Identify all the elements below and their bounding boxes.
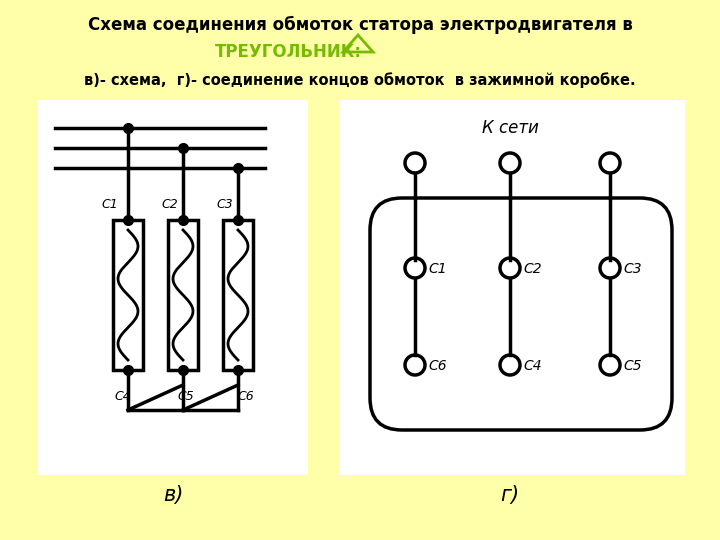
Text: C3: C3: [623, 262, 642, 276]
Text: C4: C4: [523, 359, 541, 373]
Text: C5: C5: [178, 390, 194, 403]
Text: C1: C1: [428, 262, 446, 276]
FancyBboxPatch shape: [370, 198, 672, 430]
Text: C2: C2: [523, 262, 541, 276]
Bar: [168, 220, 198, 370]
Text: ТРЕУГОЛЬНИК:: ТРЕУГОЛЬНИК:: [215, 43, 361, 61]
Text: C4: C4: [114, 390, 131, 403]
Bar: [223, 220, 253, 370]
Text: г): г): [500, 485, 520, 505]
Text: Схема соединения обмоток статора электродвигателя в: Схема соединения обмоток статора электро…: [88, 16, 632, 34]
FancyBboxPatch shape: [340, 100, 685, 475]
Text: К сети: К сети: [482, 119, 539, 137]
Text: C3: C3: [217, 199, 233, 212]
Text: C5: C5: [623, 359, 642, 373]
Text: C1: C1: [102, 199, 118, 212]
Text: C6: C6: [238, 390, 254, 403]
Bar: [113, 220, 143, 370]
FancyBboxPatch shape: [38, 100, 308, 475]
Text: C2: C2: [161, 199, 179, 212]
Text: C6: C6: [428, 359, 446, 373]
Text: в): в): [163, 485, 183, 505]
Text: в)- схема,  г)- соединение концов обмоток  в зажимной коробке.: в)- схема, г)- соединение концов обмоток…: [84, 72, 636, 88]
